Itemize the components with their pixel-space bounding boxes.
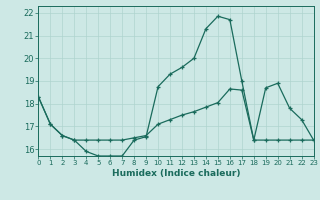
X-axis label: Humidex (Indice chaleur): Humidex (Indice chaleur) [112, 169, 240, 178]
